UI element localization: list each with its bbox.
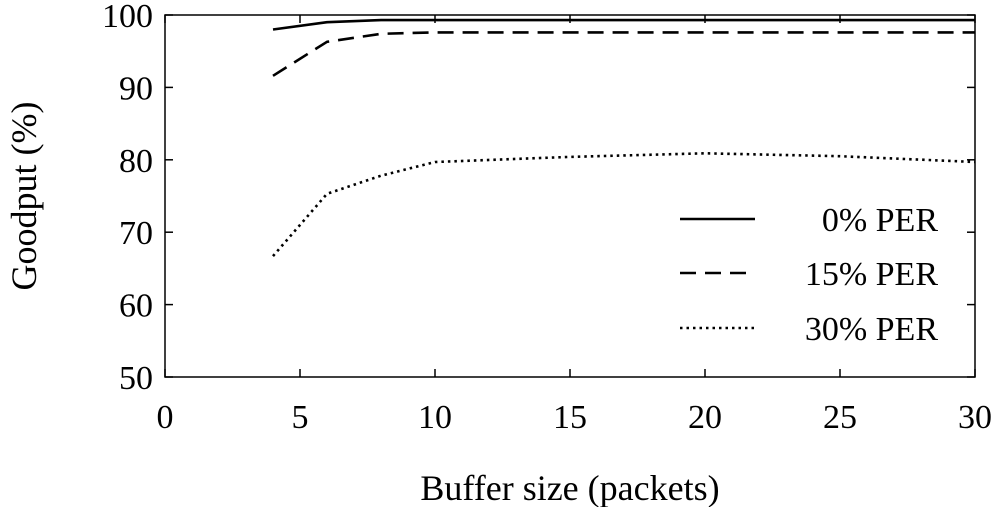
x-axis: 0 5 10 15 20 25 30 xyxy=(157,15,992,436)
series-line-2 xyxy=(272,31,975,77)
x-tick-label: 5 xyxy=(292,399,309,436)
legend-label-3: 30% PER xyxy=(805,311,939,348)
x-axis-label: Buffer size (packets) xyxy=(420,468,719,507)
legend: 0% PER 15% PER 30% PER xyxy=(680,202,938,348)
y-tick-label: 90 xyxy=(119,70,153,107)
series-lines xyxy=(272,18,976,257)
x-tick-label: 25 xyxy=(823,399,857,436)
y-tick-label: 70 xyxy=(119,215,153,252)
y-tick-label: 50 xyxy=(119,360,153,397)
y-tick-label: 80 xyxy=(119,143,153,180)
series-line-1 xyxy=(272,18,975,31)
y-axis: 50 60 70 80 90 100 xyxy=(102,0,975,397)
x-tick-label: 30 xyxy=(958,399,992,436)
x-tick-label: 10 xyxy=(418,399,452,436)
legend-label-1: 0% PER xyxy=(822,202,939,239)
y-tick-label: 60 xyxy=(119,288,153,325)
x-tick-label: 15 xyxy=(553,399,587,436)
y-axis-label: Goodput (%) xyxy=(4,102,44,291)
x-tick-label: 0 xyxy=(157,399,174,436)
y-tick-label: 100 xyxy=(102,0,153,35)
x-tick-label: 20 xyxy=(688,399,722,436)
legend-label-2: 15% PER xyxy=(805,256,939,293)
series-line-3 xyxy=(272,152,976,257)
